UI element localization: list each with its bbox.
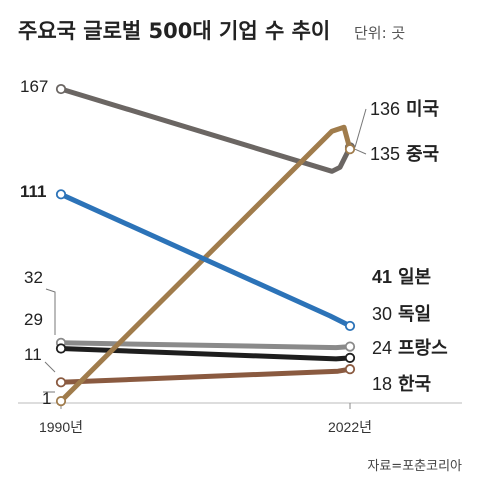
series-lines bbox=[55, 83, 356, 407]
point-france-end bbox=[344, 352, 356, 363]
series-layer: 32 30 독일 29 24 프랑스 11 18 한국 167 136 미국 1 135 중국 111 41 일본 bbox=[20, 77, 448, 408]
start-value-japan: 111 bbox=[20, 182, 47, 201]
start-value-china: 1 bbox=[42, 389, 51, 408]
start-value-germany: 32 bbox=[24, 268, 43, 287]
end-value-china: 135 bbox=[370, 144, 400, 164]
source-note: 자료=포춘코리아 bbox=[367, 459, 462, 474]
series-line-germany bbox=[58, 340, 353, 351]
end-value-france: 24 bbox=[372, 338, 392, 358]
point-china-end bbox=[344, 144, 356, 155]
series-name-japan: 일본 bbox=[398, 267, 431, 288]
chart-title: 주요국 글로벌 500대 기업 수 추이 bbox=[18, 19, 330, 43]
start-value-france: 29 bbox=[24, 310, 43, 329]
series-labels: 32 30 독일 29 24 프랑스 11 18 한국 167 136 미국 1 135 중국 111 41 일본 bbox=[20, 77, 448, 408]
end-value-germany: 30 bbox=[372, 304, 392, 324]
series-line-korea bbox=[58, 366, 353, 385]
unit-label: 단위: 곳 bbox=[354, 24, 405, 42]
series-name-france: 프랑스 bbox=[398, 338, 448, 359]
series-line-china bbox=[58, 124, 353, 404]
series-name-germany: 독일 bbox=[398, 304, 431, 325]
point-china-start bbox=[55, 396, 67, 407]
start-value-korea: 11 bbox=[24, 345, 42, 364]
point-germany-end bbox=[344, 341, 356, 352]
point-korea-start bbox=[55, 377, 67, 388]
series-name-korea: 한국 bbox=[398, 374, 431, 395]
start-value-usa: 167 bbox=[20, 77, 48, 96]
point-usa-start bbox=[55, 83, 67, 95]
leader-line-korea bbox=[44, 361, 56, 373]
series-name-usa: 미국 bbox=[406, 99, 439, 120]
series-name-china: 중국 bbox=[406, 144, 439, 165]
end-value-korea: 18 bbox=[372, 374, 392, 394]
point-france-start bbox=[55, 343, 67, 354]
connector-china bbox=[354, 148, 367, 155]
connector-usa bbox=[354, 108, 367, 148]
series-line-usa bbox=[58, 86, 353, 174]
end-value-usa: 136 bbox=[370, 99, 400, 119]
point-korea-end bbox=[344, 364, 356, 375]
point-japan-end bbox=[344, 320, 356, 332]
x-tick-label-1990: 1990년 bbox=[39, 419, 83, 435]
leader-line-germany bbox=[45, 288, 56, 335]
point-japan-start bbox=[55, 189, 67, 200]
x-tick-label-2022: 2022년 bbox=[328, 419, 372, 435]
end-value-japan: 41 bbox=[372, 267, 392, 287]
series-line-japan bbox=[58, 191, 353, 329]
